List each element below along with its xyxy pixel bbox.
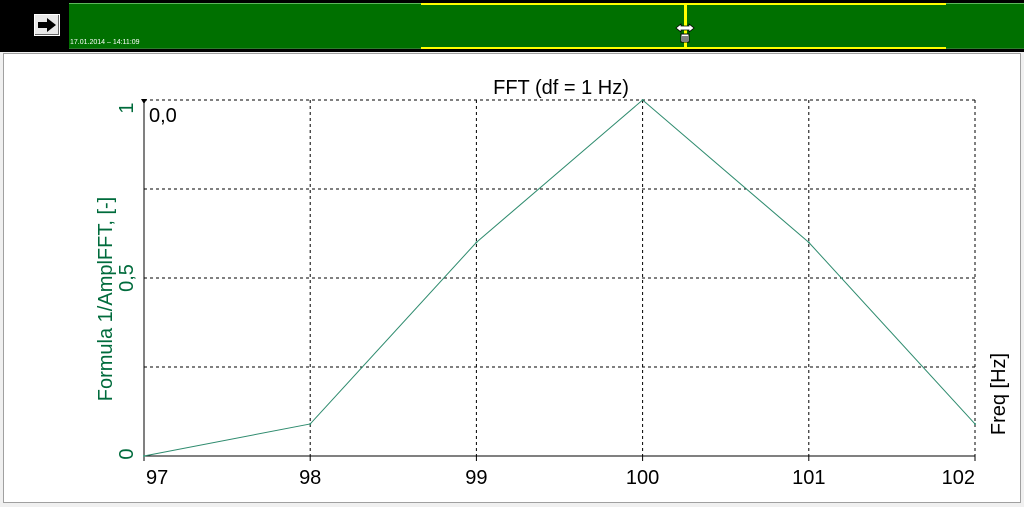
data-point [143,455,145,457]
series-line [143,99,976,457]
cursor-marker-icon [141,99,147,104]
resize-horizontal-icon[interactable] [675,22,695,44]
data-point [641,99,644,101]
x-tick-label: 98 [299,467,321,489]
chart-panel: 97 98 99 100 101 102 0 0,5 1 FFT (df = 1 Hz) 0,0… [3,53,1021,503]
x-tick-label: 97 [146,467,168,489]
fft-chart[interactable]: 97 98 99 100 101 102 0 0,5 1 FFT (df = 1 Hz) 0,0… [4,54,1020,502]
data-point [807,241,810,244]
x-tick-label: 100 [626,467,659,489]
cursor-value-label: 0,0 [149,105,177,127]
data-point [974,422,976,425]
y-axis-label: Formula 1/AmplFFT, [-] [95,197,117,401]
axes [143,100,976,461]
x-tick-label: 101 [792,467,825,489]
navigate-button[interactable] [0,0,68,52]
y-tick-label: 1 [116,102,138,113]
x-tick-label: 99 [465,467,487,489]
x-tick-label: 102 [942,467,975,489]
data-point [475,241,478,244]
arrow-right-icon [34,14,60,36]
tick-labels: 97 98 99 100 101 102 0 0,5 1 [116,102,975,489]
data-point [309,422,312,425]
y-tick-label: 0,5 [116,264,138,292]
y-tick-label: 0 [116,448,138,459]
series-group [143,99,976,457]
overview-toolbar: 17.01.2014 – 14:11:09 [0,0,1024,52]
overview-track[interactable] [69,3,1024,49]
overview-selection-window[interactable] [421,3,946,49]
timestamp-label: 17.01.2014 – 14:11:09 [70,39,140,46]
grid-lines [144,99,976,456]
chart-title: FFT (df = 1 Hz) [493,77,629,99]
x-axis-label: Freq [Hz] [988,353,1010,435]
